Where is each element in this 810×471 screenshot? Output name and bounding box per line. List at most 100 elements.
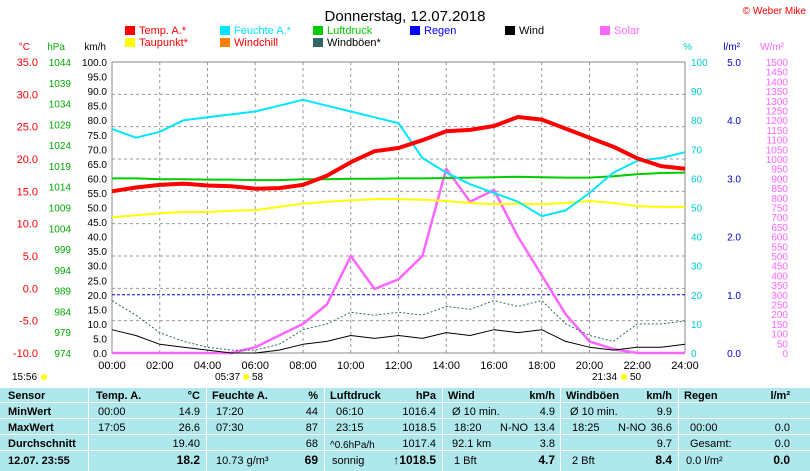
hum-header: Feuchte A. xyxy=(212,390,268,402)
time-tick-label: 12:00 xyxy=(385,360,413,372)
hum-tick-label: 100 xyxy=(691,58,708,69)
solar-tick-label: 1200 xyxy=(766,116,789,127)
axes: °C hPa km/h% l/m² W/m² 35.0 30.0 25.0 20.0 15.0 10… xyxy=(13,42,789,372)
press-tick-label: 1029 xyxy=(49,120,72,131)
legend-label: Regen xyxy=(424,25,456,37)
moon-icon xyxy=(41,374,47,380)
solar-tick-label: 950 xyxy=(771,165,788,176)
time-tick-label: 02:00 xyxy=(146,360,174,372)
wind-tick-label: 30.0 xyxy=(88,262,108,273)
gust-min: 9.9 xyxy=(656,406,672,418)
wind-tick-label: 60.0 xyxy=(88,174,108,185)
wind-tick-label: 25.0 xyxy=(88,276,108,287)
gust-max-time: 18:25 xyxy=(572,422,600,434)
sun-info: 15:56 05:37 58 21:34 50 xyxy=(12,372,642,383)
legend-swatch xyxy=(313,26,323,35)
time-tick-label: 00:00 xyxy=(98,360,126,372)
press-unit: hPa xyxy=(415,390,436,402)
solar-tick-label: 450 xyxy=(771,262,788,273)
wind-tick-label: 5.0 xyxy=(93,334,107,345)
temp-tick-label: -5.0 xyxy=(19,316,38,328)
temp-tick-label: 30.0 xyxy=(17,89,38,101)
wind-max: 13.4 xyxy=(533,422,555,434)
legend: Temp. A.* Feuchte A.* Luftdruck Regen Wind So… xyxy=(125,25,640,49)
chart-title: Donnerstag, 12.07.2018 xyxy=(325,8,486,25)
press-tick-label: 1009 xyxy=(49,204,72,215)
temp-tick-label: 25.0 xyxy=(17,122,38,134)
wind-bft: 1 Bft xyxy=(454,455,477,467)
press-tick-label: 1034 xyxy=(49,100,72,111)
wind-avg: 3.8 xyxy=(539,438,555,450)
rain-tick-label: 0.0 xyxy=(727,349,741,360)
solar-tick-label: 850 xyxy=(771,184,788,195)
temp-tick-label: 15.0 xyxy=(17,186,38,198)
series-layer xyxy=(111,98,686,355)
press-state: sonnig xyxy=(332,455,365,467)
series-pressure xyxy=(112,171,686,182)
legend-swatch xyxy=(125,26,135,35)
wind-axis-unit: km/h xyxy=(84,42,106,53)
rain-tick-label: 5.0 xyxy=(727,58,741,69)
press-tick-label: 994 xyxy=(54,266,71,277)
wind-current: 4.7 xyxy=(538,453,555,467)
press-tick-label: 1044 xyxy=(49,58,72,69)
rain-current: 0.0 xyxy=(773,453,790,467)
temp-max: 26.6 xyxy=(178,422,200,434)
legend-swatch xyxy=(600,26,610,35)
wind-header: Wind xyxy=(448,390,475,402)
gust-max: 36.6 xyxy=(650,422,672,434)
solar-tick-label: 400 xyxy=(771,271,788,282)
solar-tick-label: 550 xyxy=(771,242,788,253)
hum-tick-label: 0 xyxy=(691,349,697,360)
hum-tick-label: 80 xyxy=(691,116,703,127)
temp-tick-label: 5.0 xyxy=(23,251,38,263)
press-min-time: 06:10 xyxy=(336,406,364,418)
time-tick-label: 14:00 xyxy=(432,360,460,372)
rain-tick-label: 3.0 xyxy=(727,174,741,185)
rain-total-label: Gesamt: xyxy=(690,438,732,450)
rain-total: 0.0 xyxy=(774,438,790,450)
solar-tick-label: 750 xyxy=(771,204,788,215)
sunrise-icon xyxy=(243,374,249,380)
solar-tick-label: 1150 xyxy=(766,126,788,137)
row-label-sensor: Sensor xyxy=(8,390,46,402)
legend-label: Temp. A.* xyxy=(139,25,187,37)
solar-tick-label: 900 xyxy=(771,174,788,185)
press-trend: ^0.6hPa/h xyxy=(330,440,375,451)
wind-tick-label: 70.0 xyxy=(88,145,108,156)
temp-unit: °C xyxy=(187,390,200,402)
solar-tick-label: 1100 xyxy=(766,136,788,147)
hum-tick-label: 70 xyxy=(691,145,703,156)
series-wind xyxy=(111,329,686,354)
temp-tick-label: 10.0 xyxy=(17,219,38,231)
solar-tick-label: 700 xyxy=(771,213,788,224)
wind-tick-label: 20.0 xyxy=(88,291,108,302)
press-tick-label: 999 xyxy=(54,245,71,256)
temp-tick-label: 20.0 xyxy=(17,154,38,166)
wind-tick-label: 80.0 xyxy=(88,116,108,127)
press-tick-label: 1039 xyxy=(49,79,72,90)
wind-min-label: Ø 10 min. xyxy=(452,406,500,418)
rain-tick-label: 4.0 xyxy=(727,116,741,127)
press-tick-label: 989 xyxy=(54,287,71,298)
press-tick-label: 1024 xyxy=(49,141,72,152)
press-avg: 1017.4 xyxy=(402,438,436,450)
press-tick-label: 1014 xyxy=(49,183,72,194)
hum-tick-label: 40 xyxy=(691,233,703,244)
solar-tick-label: 650 xyxy=(771,223,788,234)
solar-tick-label: 500 xyxy=(771,252,788,263)
press-current: ↑1018.5 xyxy=(393,453,436,467)
wind-min: 4.9 xyxy=(539,406,555,418)
sunrise-deg: 58 xyxy=(252,372,264,383)
summary-table: Sensor MinWert MaxWert Durchschnitt 12.0… xyxy=(0,388,810,471)
temp-tick-label: -10.0 xyxy=(13,348,38,360)
legend-label: Luftdruck xyxy=(327,25,373,37)
temp-header: Temp. A. xyxy=(96,390,142,402)
legend-swatch xyxy=(220,26,230,35)
press-min: 1016.4 xyxy=(402,406,436,418)
time-tick-label: 04:00 xyxy=(194,360,222,372)
temp-max-time: 17:05 xyxy=(98,422,126,434)
wind-tick-label: 50.0 xyxy=(88,204,108,215)
solar-tick-label: 1250 xyxy=(766,107,789,118)
legend-swatch xyxy=(313,38,323,47)
